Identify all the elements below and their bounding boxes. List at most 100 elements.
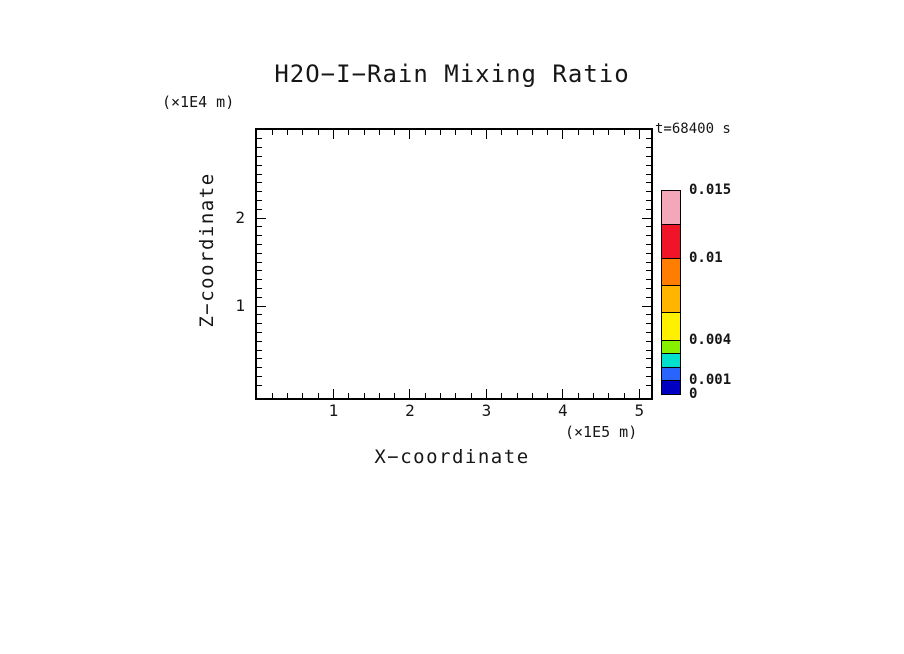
tick-mark bbox=[592, 130, 594, 135]
tick-mark bbox=[440, 393, 442, 398]
tick-mark bbox=[257, 155, 262, 157]
tick-mark bbox=[257, 349, 262, 351]
tick-mark bbox=[332, 130, 334, 139]
tick-mark bbox=[516, 393, 518, 398]
tick-mark bbox=[257, 375, 262, 377]
tick-mark bbox=[257, 296, 262, 298]
x-axis-unit-label: (×1E5 m) bbox=[565, 423, 638, 441]
tick-mark bbox=[646, 384, 651, 386]
tick-mark bbox=[257, 199, 262, 201]
tick-mark bbox=[646, 226, 651, 228]
tick-mark bbox=[592, 393, 594, 398]
tick-mark bbox=[348, 130, 350, 135]
tick-mark bbox=[363, 130, 365, 135]
colorbar-segment bbox=[661, 190, 681, 225]
plot-area bbox=[255, 128, 653, 400]
tick-mark bbox=[531, 393, 533, 398]
colorbar-segment bbox=[661, 366, 681, 382]
tick-mark bbox=[638, 389, 640, 398]
colorbar-tick-label: 0.004 bbox=[689, 331, 732, 348]
colorbar-segment bbox=[661, 380, 681, 395]
tick-mark bbox=[608, 393, 610, 398]
tick-mark bbox=[646, 208, 651, 210]
colorbar-tick-label: 0.015 bbox=[689, 182, 732, 198]
tick-mark bbox=[646, 155, 651, 157]
tick-mark bbox=[485, 130, 487, 139]
tick-mark bbox=[646, 287, 651, 289]
tick-mark bbox=[257, 323, 262, 325]
tick-mark bbox=[646, 191, 651, 193]
tick-mark bbox=[394, 130, 396, 135]
tick-mark bbox=[271, 393, 273, 398]
tick-mark bbox=[516, 130, 518, 135]
tick-mark bbox=[455, 393, 457, 398]
tick-mark bbox=[547, 130, 549, 135]
tick-mark bbox=[646, 323, 651, 325]
tick-mark bbox=[646, 147, 651, 149]
tick-mark bbox=[623, 393, 625, 398]
tick-mark bbox=[257, 217, 266, 219]
tick-mark bbox=[440, 130, 442, 135]
tick-mark bbox=[257, 173, 262, 175]
tick-mark bbox=[257, 235, 262, 237]
colorbar-segment bbox=[661, 258, 681, 287]
tick-mark bbox=[646, 279, 651, 281]
tick-mark bbox=[287, 393, 289, 398]
tick-mark bbox=[646, 138, 651, 140]
tick-mark bbox=[257, 287, 262, 289]
tick-mark bbox=[363, 393, 365, 398]
tick-mark bbox=[257, 305, 266, 307]
tick-mark bbox=[257, 367, 262, 369]
tick-mark bbox=[646, 340, 651, 342]
tick-mark bbox=[271, 130, 273, 135]
colorbar-segment bbox=[661, 312, 681, 341]
tick-mark bbox=[424, 393, 426, 398]
tick-mark bbox=[455, 130, 457, 135]
tick-mark bbox=[470, 393, 472, 398]
tick-mark bbox=[646, 270, 651, 272]
tick-mark bbox=[646, 296, 651, 298]
tick-mark bbox=[378, 130, 380, 135]
tick-mark bbox=[332, 389, 334, 398]
tick-mark bbox=[646, 252, 651, 254]
x-tick-label: 4 bbox=[558, 401, 568, 420]
tick-mark bbox=[257, 261, 262, 263]
colorbar-tick-label: 0.01 bbox=[689, 250, 723, 266]
x-tick-label: 5 bbox=[634, 401, 645, 420]
tick-mark bbox=[317, 393, 319, 398]
tick-mark bbox=[257, 314, 262, 316]
tick-mark bbox=[646, 331, 651, 333]
tick-mark bbox=[501, 130, 503, 135]
tick-mark bbox=[378, 393, 380, 398]
tick-mark bbox=[646, 173, 651, 175]
tick-mark bbox=[257, 243, 262, 245]
tick-mark bbox=[409, 130, 411, 139]
tick-mark bbox=[646, 182, 651, 184]
y-tick-label: 1 bbox=[235, 296, 245, 315]
tick-mark bbox=[562, 389, 564, 398]
y-tick-label: 2 bbox=[235, 208, 245, 227]
tick-mark bbox=[257, 138, 262, 140]
x-tick-label: 2 bbox=[405, 401, 415, 420]
colorbar: 0.015 0.01 0.004 0.001 0 bbox=[661, 182, 781, 403]
tick-mark bbox=[608, 130, 610, 135]
tick-mark bbox=[642, 305, 651, 307]
tick-mark bbox=[485, 389, 487, 398]
x-tick-label: 3 bbox=[481, 401, 492, 420]
tick-mark bbox=[646, 314, 651, 316]
x-axis-title: X−coordinate bbox=[374, 446, 530, 468]
colorbar-tick-label: 0 bbox=[689, 386, 698, 402]
tick-mark bbox=[646, 358, 651, 360]
colorbar-segment bbox=[661, 353, 681, 368]
colorbar-tick-label: 0.001 bbox=[689, 372, 732, 389]
tick-mark bbox=[424, 130, 426, 135]
tick-mark bbox=[257, 358, 262, 360]
tick-mark bbox=[302, 393, 304, 398]
tick-mark bbox=[257, 252, 262, 254]
tick-mark bbox=[409, 389, 411, 398]
tick-mark bbox=[646, 261, 651, 263]
colorbar-segment bbox=[661, 285, 681, 314]
tick-mark bbox=[646, 199, 651, 201]
tick-mark bbox=[257, 164, 262, 166]
